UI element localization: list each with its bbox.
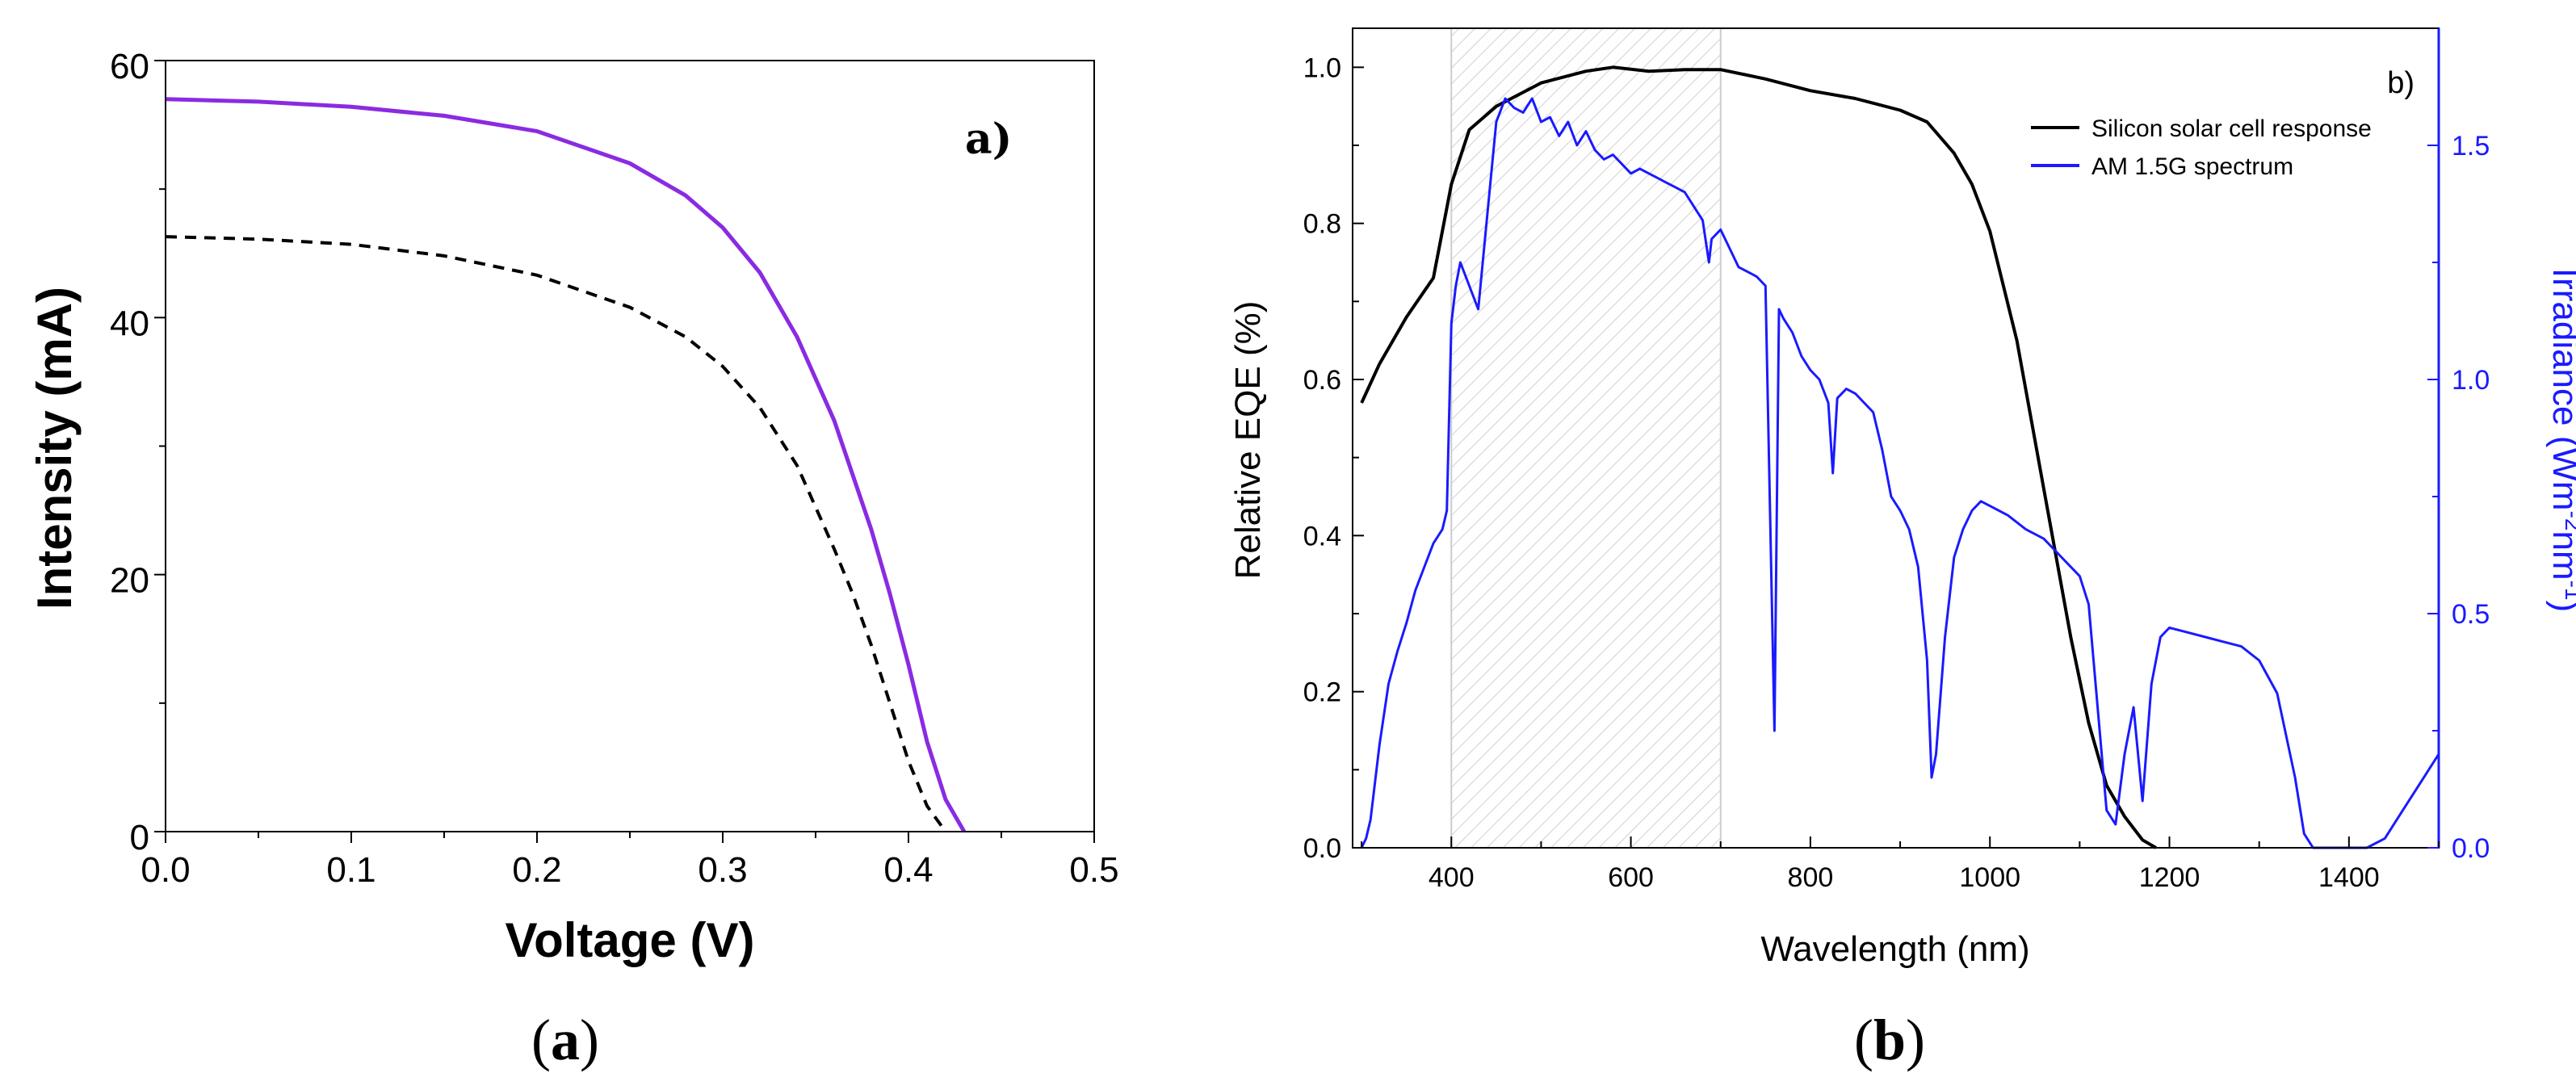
panel-b-y2label: Irradiance (Wm-2nm-1) bbox=[2545, 268, 2576, 612]
y-tick-label: 0.8 bbox=[1303, 209, 1341, 240]
series-line-dashed bbox=[165, 235, 947, 833]
x-tick-label: 400 bbox=[1429, 862, 1475, 893]
x-tick-label: 0.0 bbox=[141, 850, 190, 890]
panel-a-ylabel: Intensity (mA) bbox=[27, 287, 82, 610]
y-tick-label: 1.0 bbox=[1303, 52, 1341, 83]
x-tick-label: 0.1 bbox=[326, 850, 375, 890]
y-tick-label: 0 bbox=[130, 818, 149, 857]
y-tick-label: 40 bbox=[110, 304, 149, 343]
panel-b-legend: Silicon solar cell response AM 1.5G spec… bbox=[2031, 115, 2372, 180]
panel-a-tag: a) bbox=[965, 115, 1012, 164]
series-line-solid bbox=[165, 97, 967, 833]
x-tick-label: 1000 bbox=[1959, 862, 2020, 893]
series-line-eqe bbox=[1360, 65, 2157, 849]
legend-label-eqe: Silicon solar cell response bbox=[2091, 115, 2372, 142]
panel-b-xlabel: Wavelength (nm) bbox=[1760, 929, 2029, 969]
panel-b: 400 600 800 1000 1200 1400 0.0 0.2 0.4 0.6 0.8 1.0 0… bbox=[1228, 27, 2576, 1072]
y2-tick-label: 1.0 bbox=[2452, 365, 2490, 396]
y-tick-label: 0.0 bbox=[1303, 833, 1341, 864]
shaded-region bbox=[1450, 27, 1722, 849]
y-tick-label: 0.2 bbox=[1303, 677, 1341, 708]
x-tick-label: 1400 bbox=[2318, 862, 2380, 893]
y-tick-label: 60 bbox=[110, 47, 149, 86]
x-tick-label: 800 bbox=[1788, 862, 1834, 893]
panel-a: 0.0 0.1 0.2 0.3 0.4 0.5 0 20 40 60 a) Voltage (V)… bbox=[27, 47, 1119, 1072]
x-tick-label: 0.4 bbox=[883, 850, 933, 890]
x-tick-label: 1200 bbox=[2139, 862, 2201, 893]
y-tick-label: 0.4 bbox=[1303, 521, 1341, 551]
y-tick-label: 20 bbox=[110, 561, 149, 601]
y2-tick-label: 0.5 bbox=[2452, 599, 2490, 630]
x-tick-label: 600 bbox=[1608, 862, 1654, 893]
panel-a-ticks: 0.0 0.1 0.2 0.3 0.4 0.5 0 20 40 60 bbox=[110, 47, 1119, 890]
panel-a-marks bbox=[165, 97, 967, 833]
series-line-spectrum bbox=[1360, 97, 2440, 849]
panel-b-caption: (b) bbox=[1854, 1008, 1925, 1072]
legend-label-spectrum: AM 1.5G spectrum bbox=[2091, 153, 2293, 180]
y2-tick-label: 1.5 bbox=[2452, 131, 2490, 161]
panel-b-ylabel: Relative EQE (%) bbox=[1228, 301, 1268, 580]
panel-b-marks bbox=[1360, 27, 2440, 849]
x-tick-label: 0.2 bbox=[512, 850, 561, 890]
x-tick-label: 0.5 bbox=[1069, 850, 1118, 890]
panel-a-xlabel: Voltage (V) bbox=[506, 913, 755, 967]
panel-a-caption: (a) bbox=[531, 1008, 599, 1072]
panel-b-tag: b) bbox=[2387, 66, 2414, 100]
y-tick-label: 0.6 bbox=[1303, 365, 1341, 396]
y2-tick-label: 0.0 bbox=[2452, 833, 2490, 864]
x-tick-label: 0.3 bbox=[698, 850, 747, 890]
panel-b-ticks: 400 600 800 1000 1200 1400 0.0 0.2 0.4 0.6 0.8 1.0 0… bbox=[1303, 52, 2490, 893]
panel-a-frame bbox=[165, 60, 1095, 832]
